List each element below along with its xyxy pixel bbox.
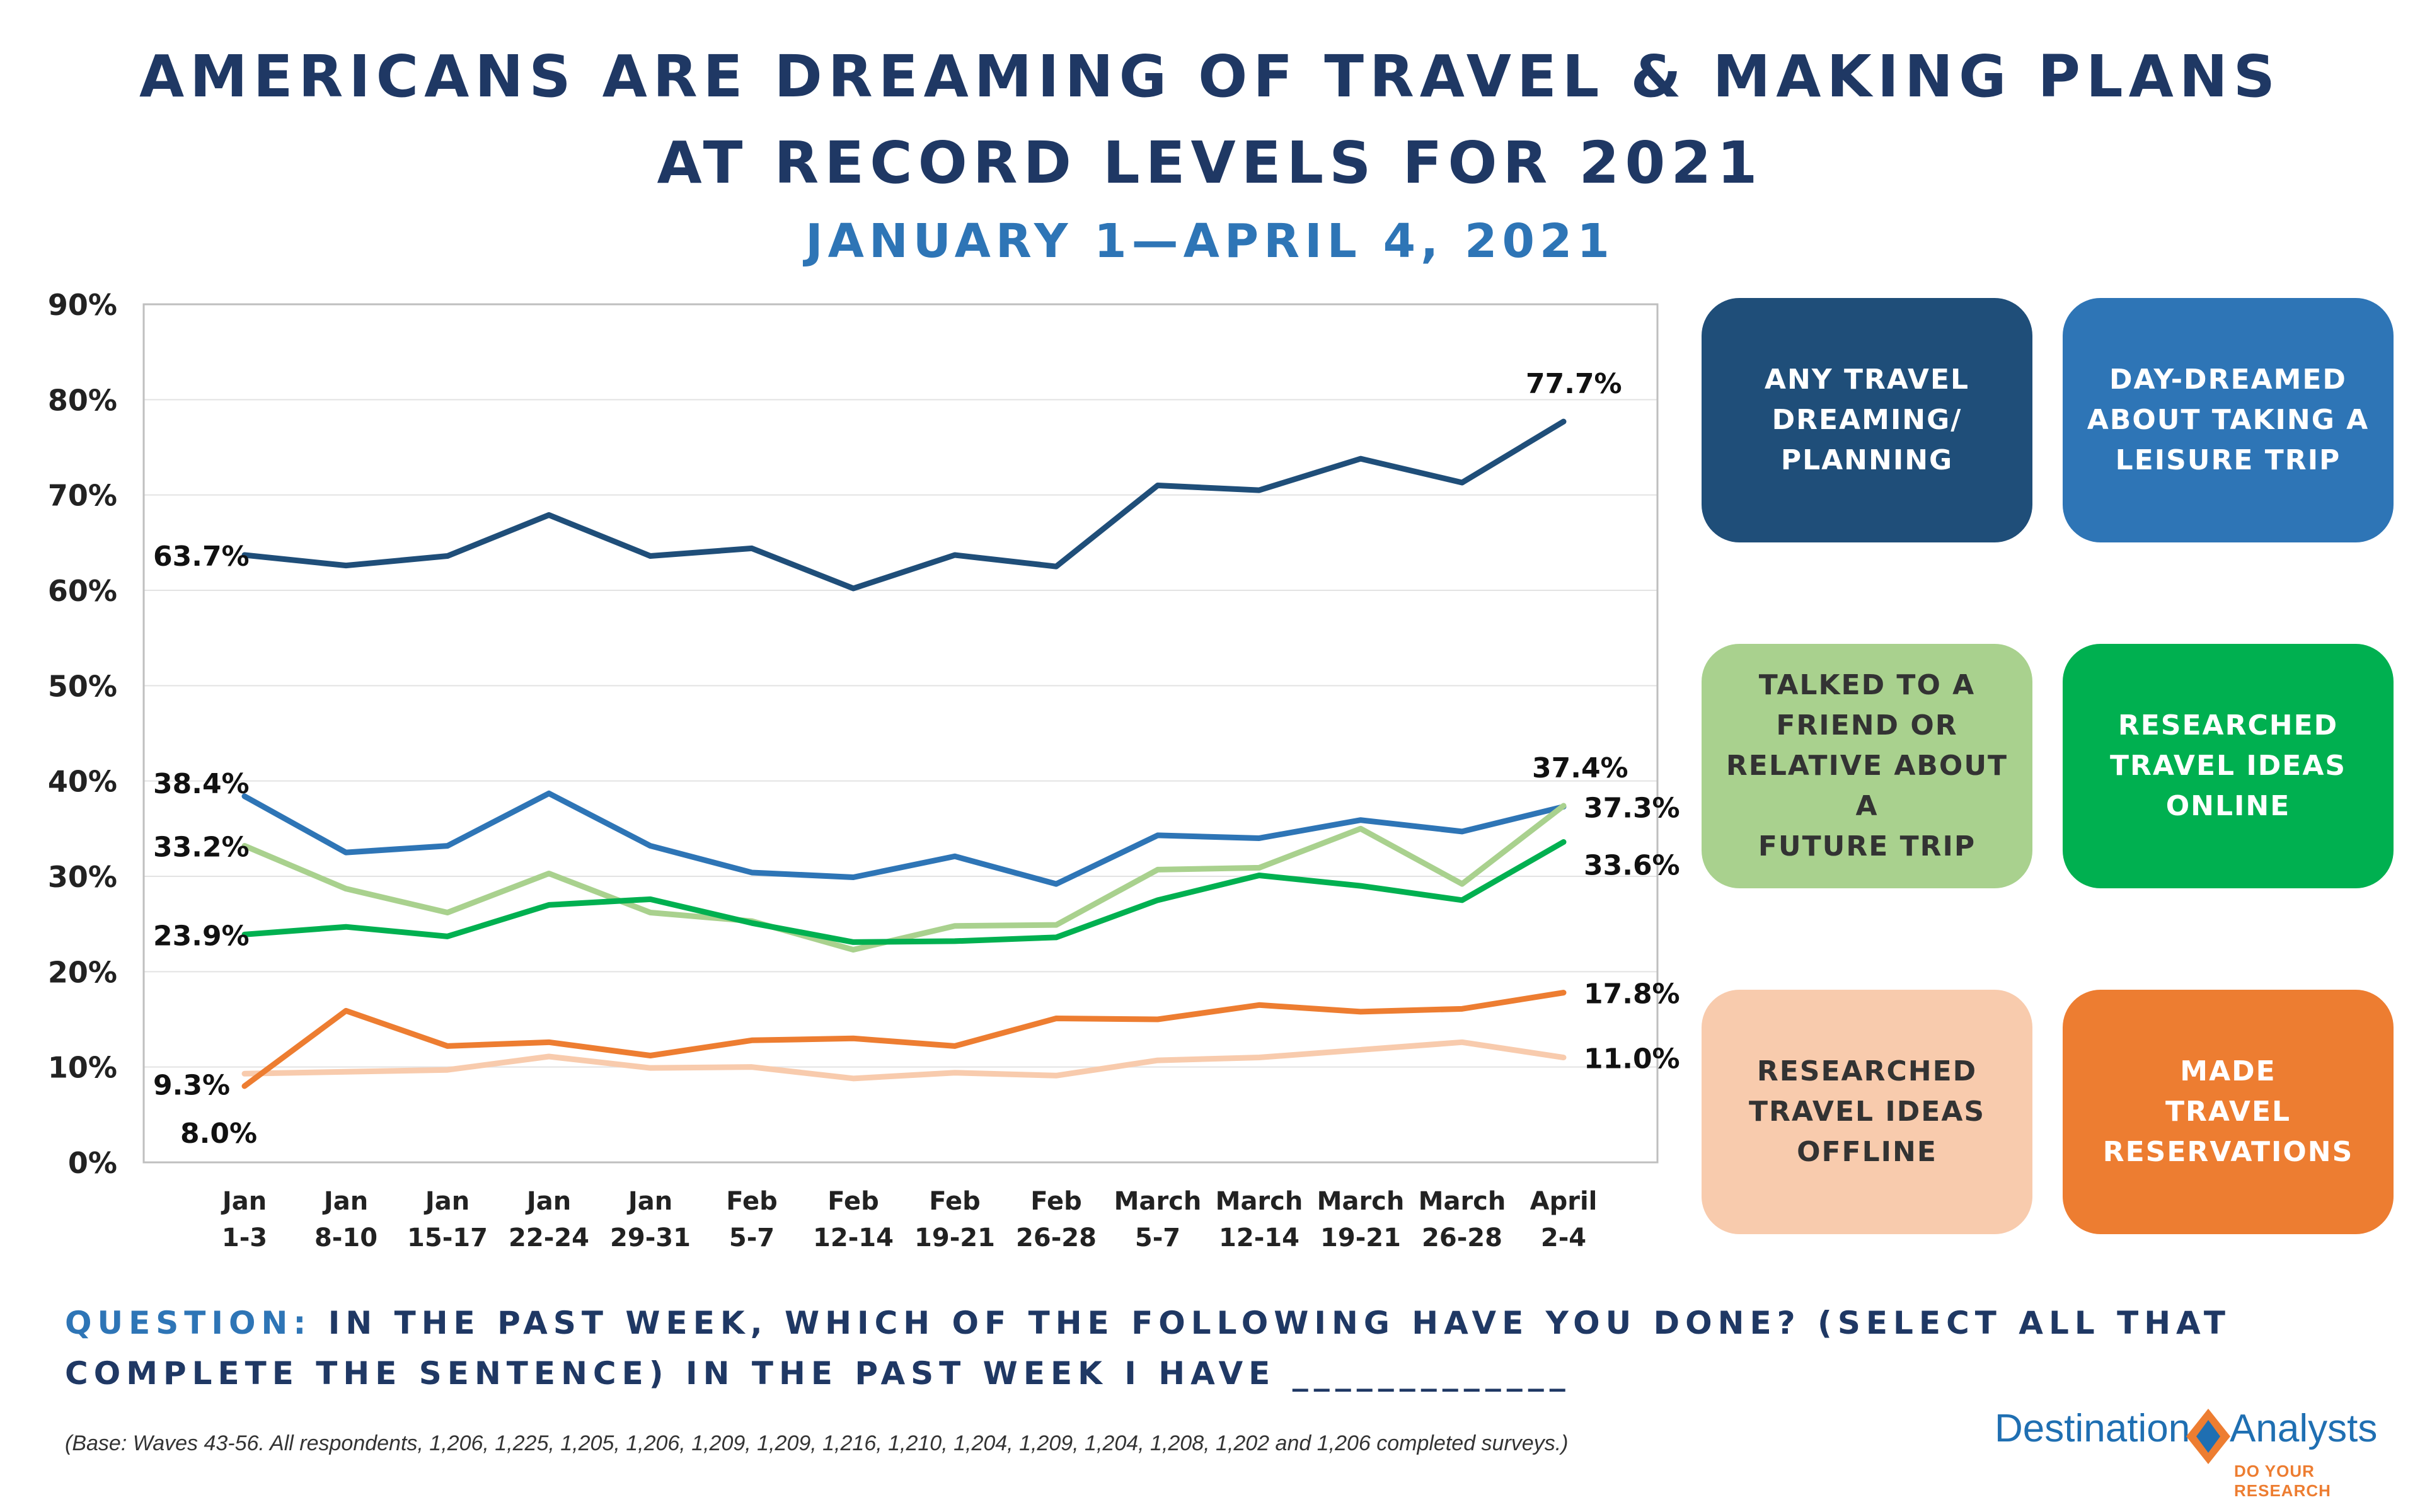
chart-subtitle: JANUARY 1—APRIL 4, 2021 — [805, 214, 1615, 268]
diamond-arrow-icon — [2186, 1409, 2230, 1464]
legend-any-travel-dreaming: ANY TRAVEL DREAMING/ PLANNING — [1702, 298, 2032, 542]
x-axis-ticks: Jan 1-3 Jan 8-10 Jan 15-17 Jan 22-24 Jan 29-31 Feb… — [221, 1187, 1598, 1252]
x-tick-label-month: March — [1114, 1187, 1202, 1216]
legend-label: DAY-DREAMED ABOUT TAKING A LEISURE TRIP — [2087, 364, 2370, 476]
grid-lines — [144, 399, 1657, 1068]
legend-day-dreamed: DAY-DREAMED ABOUT TAKING A LEISURE TRIP — [2063, 298, 2394, 542]
data-label-start: 8.0% — [180, 1118, 257, 1150]
legend-label: TALKED TO A FRIEND OR RELATIVE ABOUT A F… — [1726, 669, 2008, 862]
x-tick-label-dates: 22-24 — [509, 1223, 589, 1252]
legend-label: RESEARCHED TRAVEL IDEAS ONLINE — [2109, 709, 2347, 822]
series-line — [241, 839, 1567, 945]
x-tick-label-month: Feb — [827, 1187, 879, 1216]
y-tick-label: 70% — [48, 479, 117, 513]
series-line — [241, 803, 1567, 953]
x-tick-label-month: Jan — [221, 1187, 267, 1216]
x-tick-label-dates: 26-28 — [1422, 1223, 1502, 1252]
legend-made-reservations: MADE TRAVEL RESERVATIONS — [2063, 990, 2394, 1234]
x-tick-label-month: March — [1419, 1187, 1506, 1216]
x-tick-label-dates: 5-7 — [1135, 1223, 1180, 1252]
chart-title-line-2: AT RECORD LEVELS FOR 2021 — [657, 129, 1763, 197]
legend-label: RESEARCHED TRAVEL IDEAS OFFLINE — [1748, 1055, 1986, 1168]
x-tick-label-dates: 12-14 — [1219, 1223, 1299, 1252]
x-tick-label-dates: 5-7 — [729, 1223, 775, 1252]
data-labels: 63.7% 77.7% 38.4% 37.3% 33.2% 37.4% 23.9% 33.6%… — [153, 368, 1680, 1150]
y-tick-label: 90% — [48, 288, 117, 322]
y-tick-label: 50% — [48, 669, 117, 703]
x-tick-label-dates: 29-31 — [610, 1223, 691, 1252]
data-label-start: 33.2% — [153, 832, 250, 864]
data-label-start: 63.7% — [153, 541, 250, 573]
data-label-start: 9.3% — [153, 1069, 230, 1101]
x-tick-label-month: Jan — [424, 1187, 470, 1216]
y-tick-label: 40% — [48, 765, 117, 799]
legend-researched-online: RESEARCHED TRAVEL IDEAS ONLINE — [2063, 644, 2394, 888]
series-line — [241, 418, 1567, 592]
x-tick-label-dates: 1-3 — [222, 1223, 267, 1252]
y-tick-label: 0% — [68, 1146, 117, 1180]
destination-analysts-logo: Destination Analysts DO YOUR RESEARCH — [1995, 1406, 2398, 1501]
data-label-end: 11.0% — [1584, 1043, 1680, 1075]
data-label-end: 37.3% — [1584, 793, 1680, 825]
x-tick-label-month: Feb — [1030, 1187, 1081, 1216]
x-tick-label-dates: 15-17 — [407, 1223, 488, 1252]
y-tick-label: 60% — [48, 574, 117, 608]
chart-title-line-1: AMERICANS ARE DREAMING OF TRAVEL & MAKIN… — [139, 43, 2281, 110]
question-label: QUESTION: — [65, 1305, 312, 1341]
legend-talked-to-friend: TALKED TO A FRIEND OR RELATIVE ABOUT A F… — [1702, 644, 2032, 888]
y-axis-ticks: 0% 10% 20% 30% 40% 50% 60% 70% 80% 90% — [48, 288, 117, 1180]
series-line — [241, 990, 1567, 1089]
logo-word-destination: Destination — [1995, 1407, 2191, 1450]
x-tick-label-dates: 8-10 — [314, 1223, 377, 1252]
x-tick-label-month: March — [1317, 1187, 1405, 1216]
x-tick-label-month: April — [1530, 1187, 1598, 1216]
data-label-end: 17.8% — [1584, 978, 1680, 1011]
question-text: IN THE PAST WEEK, WHICH OF THE FOLLOWING… — [65, 1305, 2231, 1392]
y-tick-label: 20% — [48, 955, 117, 989]
y-tick-label: 10% — [48, 1051, 117, 1085]
data-label-start: 23.9% — [153, 920, 250, 952]
x-tick-label-dates: 19-21 — [914, 1223, 995, 1252]
series-line — [241, 1039, 1567, 1082]
x-tick-label-month: Feb — [726, 1187, 777, 1216]
logo-word-analysts: Analysts — [2230, 1407, 2378, 1450]
x-tick-label-dates: 12-14 — [813, 1223, 894, 1252]
base-footnote: (Base: Waves 43-56. All respondents, 1,2… — [65, 1431, 1569, 1455]
x-tick-label-dates: 19-21 — [1320, 1223, 1401, 1252]
data-label-end: 37.4% — [1532, 752, 1628, 784]
x-tick-label-month: Jan — [525, 1187, 571, 1216]
survey-question: QUESTION: IN THE PAST WEEK, WHICH OF THE… — [65, 1298, 2384, 1399]
data-label-start: 38.4% — [153, 768, 250, 800]
plot-area-border — [142, 303, 1659, 1164]
legend-label: ANY TRAVEL DREAMING/ PLANNING — [1764, 364, 1970, 476]
x-tick-label-month: Feb — [929, 1187, 980, 1216]
line-chart: 0% 10% 20% 30% 40% 50% 60% 70% 80% 90% Jan 1-3 Jan 8… — [48, 288, 1680, 1252]
x-tick-label-month: March — [1216, 1187, 1303, 1216]
data-label-end: 77.7% — [1526, 368, 1622, 400]
data-label-end: 33.6% — [1584, 850, 1680, 882]
y-tick-label: 80% — [48, 383, 117, 417]
x-tick-label-dates: 26-28 — [1016, 1223, 1097, 1252]
series-lines — [241, 418, 1567, 1089]
y-tick-label: 30% — [48, 860, 117, 894]
x-tick-label-month: Jan — [322, 1187, 368, 1216]
legend-researched-offline: RESEARCHED TRAVEL IDEAS OFFLINE — [1702, 990, 2032, 1234]
series-line — [241, 790, 1567, 887]
logo-tagline: DO YOUR RESEARCH — [2234, 1462, 2331, 1500]
x-tick-label-month: Jan — [626, 1187, 672, 1216]
x-tick-label-dates: 2-4 — [1541, 1223, 1586, 1252]
legend-label: MADE TRAVEL RESERVATIONS — [2102, 1055, 2354, 1168]
